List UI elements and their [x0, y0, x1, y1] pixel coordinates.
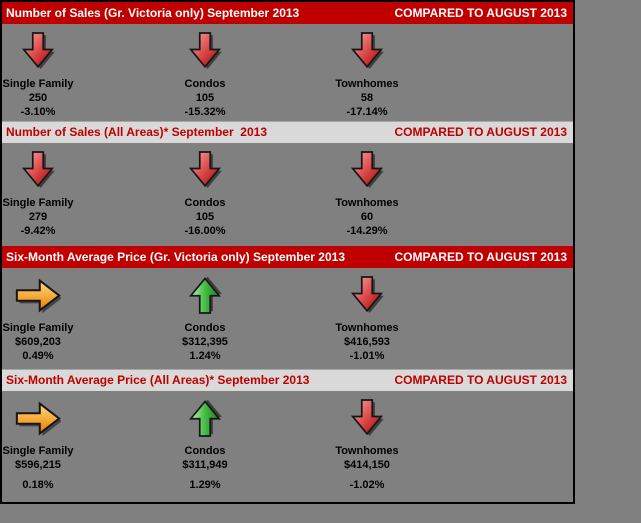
- stat-change: -1.02%: [349, 479, 385, 491]
- stat-cell-condos: Condos 105 -15.32%: [169, 24, 241, 119]
- section-title: Six-Month Average Price (All Areas)* Sep…: [6, 373, 310, 387]
- stat-change: -14.29%: [346, 225, 388, 237]
- stat-change: -1.01%: [349, 350, 385, 362]
- red-down-arrow-icon: [20, 28, 56, 74]
- stat-value: 60: [360, 211, 374, 223]
- red-down-arrow-icon: [349, 28, 385, 74]
- stat-change: 1.29%: [189, 479, 221, 491]
- category-label: Single Family: [2, 197, 74, 209]
- section-body-price-all-areas: Single Family $596,215 0.18% Condos $311…: [2, 391, 573, 502]
- stat-value: 250: [28, 92, 48, 104]
- stat-value: 105: [195, 211, 215, 223]
- section-body-price-victoria: Single Family $609,203 0.49% Condos $312…: [2, 268, 573, 369]
- section-body-sales-all-areas: Single Family 279 -9.42% Condos 105 -16.…: [2, 143, 573, 246]
- stat-value: $311,949: [182, 459, 228, 471]
- stat-change: -16.00%: [184, 225, 226, 237]
- category-label: Single Family: [2, 445, 74, 457]
- stat-cell-townhomes: Townhomes $414,150 -1.02%: [331, 391, 403, 492]
- stat-cell-single-family: Single Family $596,215 0.18%: [2, 391, 74, 492]
- category-label: Condos: [184, 197, 226, 209]
- stat-value: $609,203: [15, 336, 61, 348]
- red-down-arrow-icon: [349, 395, 385, 441]
- section-title: Number of Sales (All Areas)* September 2…: [6, 125, 267, 139]
- section-title: Number of Sales (Gr. Victoria only) Sept…: [6, 6, 300, 20]
- compare-label: COMPARED TO AUGUST 2013: [394, 125, 567, 139]
- stats-board: Number of Sales (Gr. Victoria only) Sept…: [0, 0, 575, 504]
- stat-cell-townhomes: Townhomes 58 -17.14%: [331, 24, 403, 119]
- section-title: Six-Month Average Price (Gr. Victoria on…: [6, 250, 346, 264]
- orange-right-arrow-icon: [15, 272, 61, 318]
- green-up-arrow-icon: [187, 395, 223, 441]
- category-label: Townhomes: [335, 445, 399, 457]
- stat-cell-condos: Condos 105 -16.00%: [169, 143, 241, 238]
- stat-value: $596,215: [15, 459, 61, 471]
- red-down-arrow-icon: [187, 147, 223, 193]
- category-label: Condos: [184, 78, 226, 90]
- stat-cell-single-family: Single Family 279 -9.42%: [2, 143, 74, 238]
- stat-change: -17.14%: [346, 106, 388, 118]
- orange-right-arrow-icon: [15, 395, 61, 441]
- category-label: Single Family: [2, 78, 74, 90]
- stat-cell-townhomes: Townhomes 60 -14.29%: [331, 143, 403, 238]
- stat-value: 58: [360, 92, 374, 104]
- stat-change: 1.24%: [189, 350, 221, 362]
- category-label: Single Family: [2, 322, 74, 334]
- category-label: Condos: [184, 445, 226, 457]
- category-label: Condos: [184, 322, 226, 334]
- category-label: Townhomes: [335, 322, 399, 334]
- compare-label: COMPARED TO AUGUST 2013: [394, 373, 567, 387]
- stat-cell-condos: Condos $312,395 1.24%: [169, 268, 241, 363]
- section-body-sales-victoria: Single Family 250 -3.10% Condos 105 -15.…: [2, 24, 573, 121]
- stat-value: 279: [28, 211, 48, 223]
- red-down-arrow-icon: [187, 28, 223, 74]
- section-header-sales-all-areas: Number of Sales (All Areas)* September 2…: [2, 121, 573, 143]
- stat-value: 105: [195, 92, 215, 104]
- section-header-price-all-areas: Six-Month Average Price (All Areas)* Sep…: [2, 369, 573, 391]
- stat-cell-single-family: Single Family $609,203 0.49%: [2, 268, 74, 363]
- red-down-arrow-icon: [349, 272, 385, 318]
- section-header-sales-victoria: Number of Sales (Gr. Victoria only) Sept…: [2, 2, 573, 24]
- stat-change: -15.32%: [184, 106, 226, 118]
- stat-change: -3.10%: [20, 106, 56, 118]
- stat-cell-townhomes: Townhomes $416,593 -1.01%: [331, 268, 403, 363]
- category-label: Townhomes: [335, 197, 399, 209]
- category-label: Townhomes: [335, 78, 399, 90]
- red-down-arrow-icon: [349, 147, 385, 193]
- stat-value: $414,150: [344, 459, 390, 471]
- stat-change: 0.49%: [22, 350, 54, 362]
- stat-change: -9.42%: [20, 225, 56, 237]
- stat-cell-single-family: Single Family 250 -3.10%: [2, 24, 74, 119]
- compare-label: COMPARED TO AUGUST 2013: [394, 250, 567, 264]
- stat-value: $312,395: [182, 336, 228, 348]
- compare-label: COMPARED TO AUGUST 2013: [394, 6, 567, 20]
- red-down-arrow-icon: [20, 147, 56, 193]
- stat-change: 0.18%: [22, 479, 54, 491]
- stat-value: $416,593: [344, 336, 390, 348]
- section-header-price-victoria: Six-Month Average Price (Gr. Victoria on…: [2, 246, 573, 268]
- stat-cell-condos: Condos $311,949 1.29%: [169, 391, 241, 492]
- green-up-arrow-icon: [187, 272, 223, 318]
